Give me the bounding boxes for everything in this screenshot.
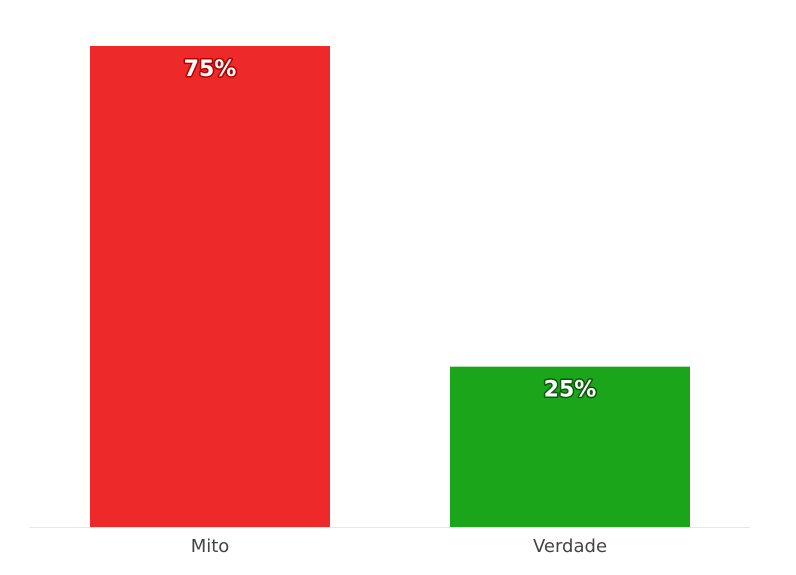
x-tick-label: Mito xyxy=(191,536,230,557)
bar xyxy=(450,366,690,527)
x-tick-label: Verdade xyxy=(533,536,607,557)
data-label: 25% xyxy=(544,378,597,403)
bar xyxy=(90,46,330,527)
data-label: 75% xyxy=(184,57,237,82)
